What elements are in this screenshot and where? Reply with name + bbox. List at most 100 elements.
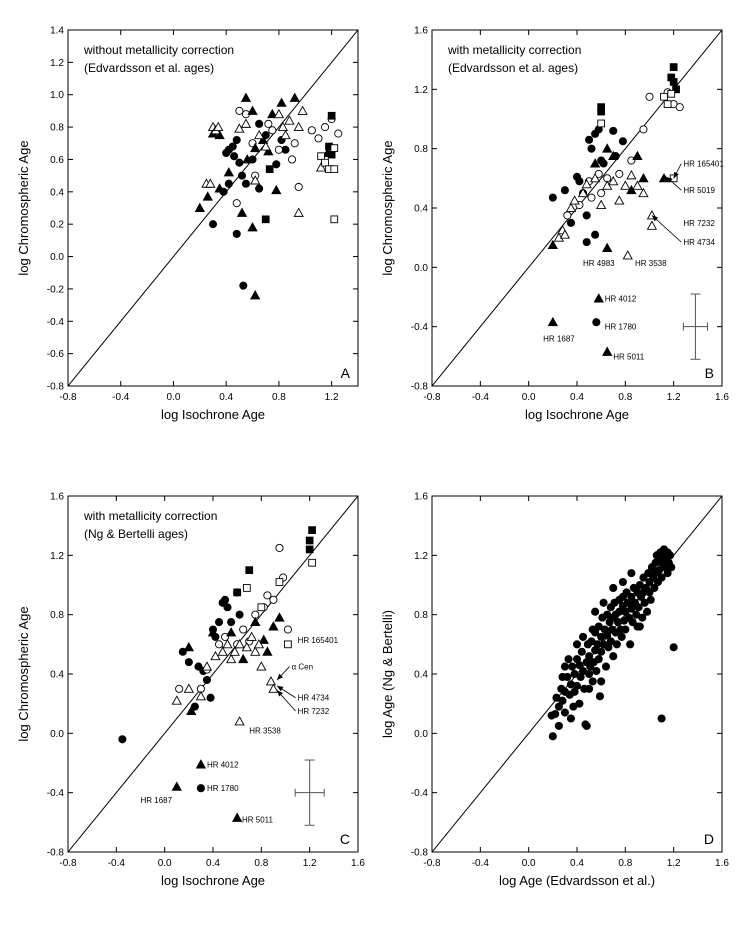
data-point-filled-circle <box>239 281 248 290</box>
y-tick-label: 0.8 <box>414 144 428 155</box>
data-point-open-triangle <box>622 250 633 260</box>
data-point-open-square <box>330 165 339 174</box>
plot-data <box>432 496 722 852</box>
data-point-filled-triangle <box>658 173 670 183</box>
data-point-open-triangle <box>632 180 643 190</box>
data-point-filled-circle <box>667 563 676 572</box>
data-point-filled-circle <box>599 598 608 607</box>
data-point-open-triangle <box>589 173 601 183</box>
data-point-filled-circle <box>560 708 569 717</box>
data-point-filled-circle <box>568 662 577 671</box>
x-axis-title: log Age (Edvardsson et al.) <box>499 873 655 888</box>
data-point-open-circle <box>334 129 343 138</box>
data-point-open-triangle <box>581 178 592 189</box>
data-point-open-triangle <box>638 187 649 198</box>
data-point-filled-circle <box>572 640 582 649</box>
data-point-filled-circle <box>585 135 594 144</box>
data-point-filled-triangle <box>276 97 287 107</box>
x-tick-label: 1.2 <box>325 392 339 403</box>
data-point-open-triangle <box>250 175 261 185</box>
data-point-filled-triangle <box>232 812 243 822</box>
data-point-filled-circle <box>638 613 647 622</box>
data-point-filled-circle <box>578 632 588 641</box>
data-point-filled-square <box>245 566 254 575</box>
data-point-open-square <box>663 100 672 109</box>
data-point-filled-circle <box>587 144 596 153</box>
panel-letter: C <box>340 831 350 847</box>
data-point-filled-circle <box>585 652 594 661</box>
label-arrowhead <box>673 171 679 179</box>
data-point-filled-circle <box>227 618 236 627</box>
data-point-open-triangle <box>222 639 233 649</box>
x-tick-label: -0.8 <box>423 858 441 869</box>
label-arrow <box>651 215 682 243</box>
y-tick-label: 1.2 <box>50 551 64 562</box>
data-point-open-triangle <box>614 195 625 205</box>
data-point-open-triangle <box>195 690 207 701</box>
data-point-open-triangle <box>250 646 261 656</box>
data-point-open-triangle <box>217 646 228 656</box>
data-point-filled-triangle <box>242 154 253 164</box>
x-tick-label: -0.8 <box>423 392 441 403</box>
data-point-filled-circle <box>669 643 678 652</box>
data-point-open-triangle <box>229 646 240 656</box>
data-point-filled-circle <box>609 126 618 135</box>
data-point-filled-square <box>305 545 314 554</box>
data-point-filled-circle <box>566 218 576 227</box>
data-point-open-triangle <box>234 716 245 726</box>
data-point-filled-circle <box>597 647 606 656</box>
data-point-open-triangle <box>240 118 252 128</box>
data-point-filled-circle <box>650 583 659 593</box>
data-point-filled-circle <box>237 171 247 180</box>
data-point-open-circle <box>645 92 654 101</box>
y-tick-label: 0.4 <box>414 670 428 681</box>
y-tick-label: 0.0 <box>50 252 64 263</box>
label-arrowhead <box>277 685 284 692</box>
data-point-filled-circle <box>595 692 605 701</box>
data-point-filled-circle <box>643 607 652 616</box>
y-tick-label: 0.2 <box>50 220 64 231</box>
panel-note: with metallicity correction <box>83 509 217 523</box>
y-tick-label: 1.6 <box>414 492 428 503</box>
x-tick-label: 0.0 <box>158 858 172 869</box>
data-point-open-circle <box>283 625 292 634</box>
y-tick-label: 0.8 <box>414 610 428 621</box>
data-point-filled-circle <box>228 142 237 151</box>
data-point-filled-circle <box>202 675 212 684</box>
star-label: HR 4012 <box>207 760 239 769</box>
x-tick-label: 0.8 <box>254 858 268 869</box>
data-point-filled-triangle <box>626 184 637 195</box>
data-point-filled-triangle <box>547 239 558 250</box>
star-label: HR 5019 <box>683 186 715 195</box>
data-point-filled-circle <box>621 625 630 634</box>
data-point-filled-circle <box>617 632 626 641</box>
data-point-filled-circle <box>599 159 608 168</box>
plot-data <box>68 496 358 852</box>
data-point-open-square <box>330 144 339 152</box>
star-label: α Cen <box>292 663 314 672</box>
data-point-open-triangle <box>297 105 308 115</box>
data-point-open-triangle <box>265 676 277 686</box>
data-point-filled-circle <box>235 158 244 167</box>
y-tick-label: 1.2 <box>414 85 428 96</box>
y-tick-label: 0.0 <box>414 729 428 740</box>
data-point-filled-circle <box>634 603 643 612</box>
data-point-open-square <box>597 119 606 128</box>
data-point-filled-triangle <box>632 150 643 161</box>
plot-data <box>68 30 358 386</box>
data-point-filled-triangle <box>247 222 258 232</box>
x-tick-label: 0.4 <box>219 392 233 403</box>
data-point-filled-circle <box>560 662 569 671</box>
data-point-filled-circle <box>626 640 635 649</box>
data-point-filled-triangle <box>274 612 285 622</box>
data-point-filled-triangle <box>602 346 613 356</box>
data-point-filled-circle <box>548 732 557 741</box>
data-point-open-circle <box>235 106 244 115</box>
data-point-filled-triangle <box>271 184 282 195</box>
data-point-filled-triangle <box>214 129 225 140</box>
data-point-open-square <box>308 558 316 567</box>
data-point-filled-triangle <box>186 705 197 716</box>
y-tick-label: -0.8 <box>47 382 65 393</box>
data-point-open-triangle <box>171 695 182 705</box>
data-point-open-triangle <box>315 162 327 172</box>
